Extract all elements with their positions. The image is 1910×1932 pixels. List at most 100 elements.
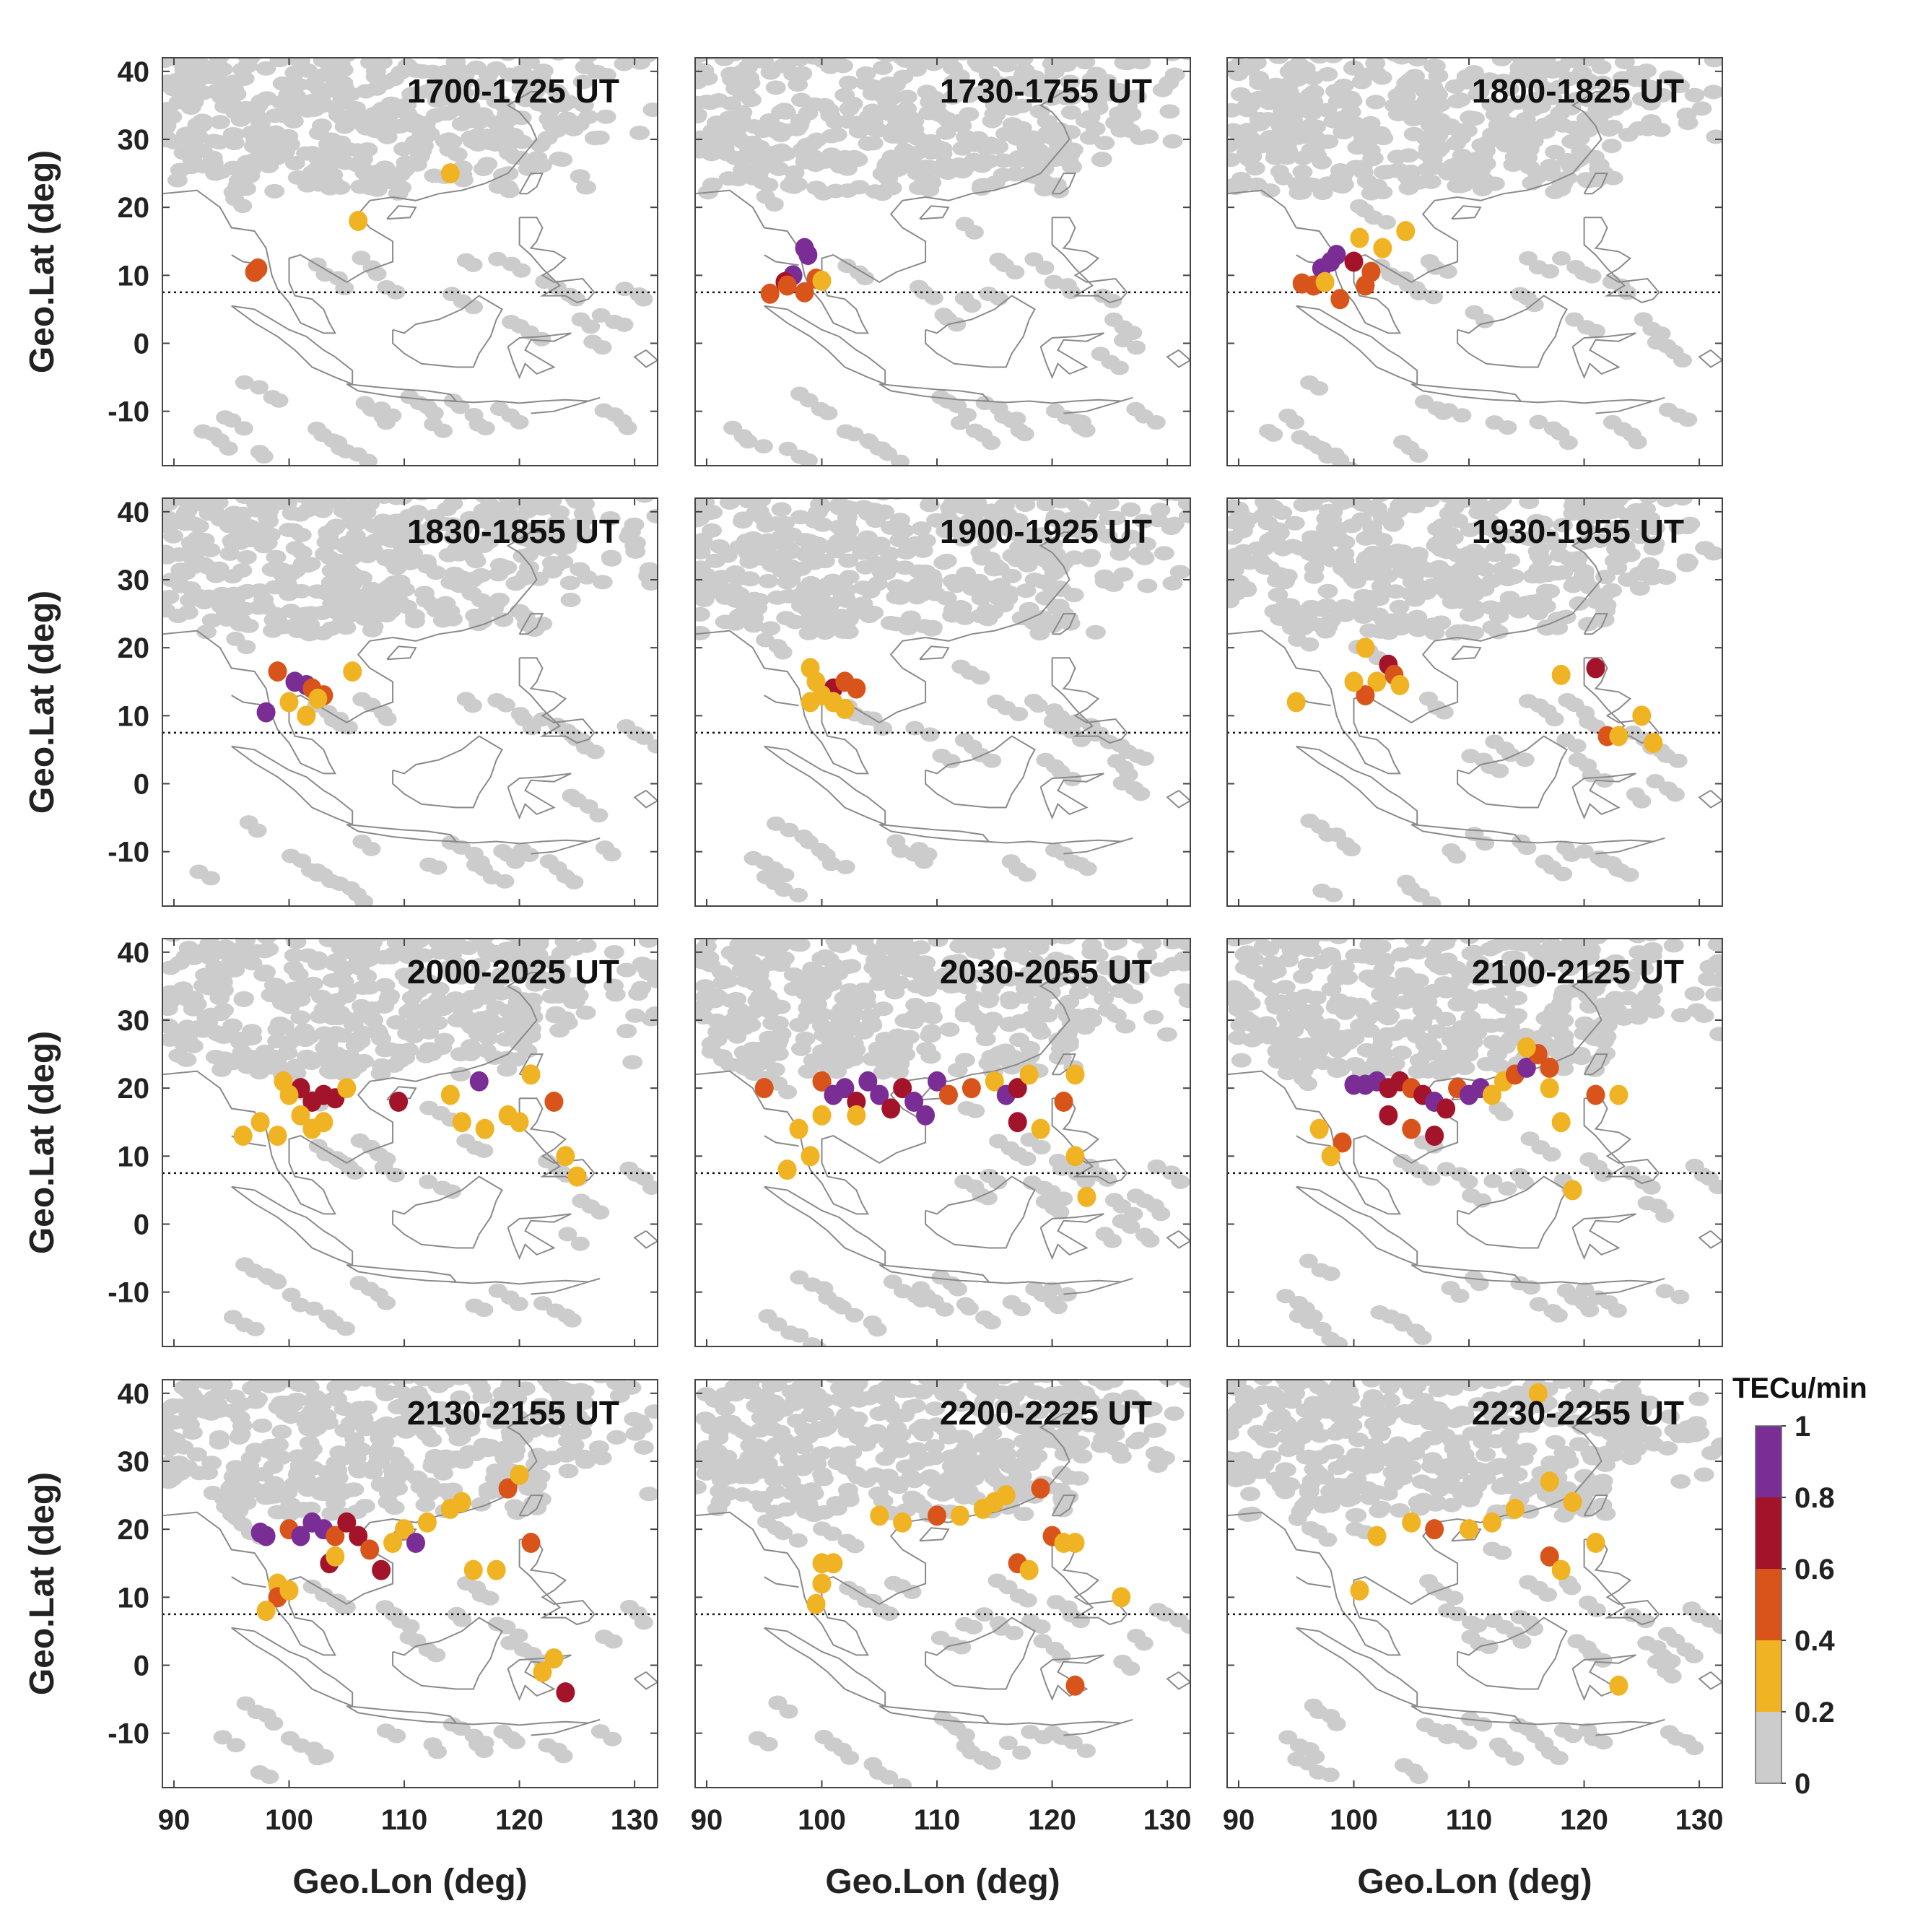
low-value-point (463, 698, 483, 713)
roti-point (1077, 1186, 1096, 1207)
coastline (162, 972, 658, 1295)
low-value-point (1146, 415, 1166, 430)
low-value-point (499, 146, 520, 161)
low-value-point (1409, 448, 1429, 463)
low-value-point (1029, 698, 1048, 713)
low-value-point (452, 538, 473, 553)
low-value-point (1109, 58, 1119, 59)
low-value-point (551, 541, 572, 556)
roti-point (754, 1078, 774, 1099)
low-value-point (1372, 532, 1393, 547)
low-value-point (1343, 563, 1364, 578)
low-value-point (1120, 502, 1141, 517)
low-value-point (311, 118, 332, 134)
low-value-point (1672, 498, 1693, 506)
low-value-point (1366, 1053, 1387, 1069)
low-value-point (1351, 74, 1372, 90)
low-value-point (1631, 92, 1652, 107)
low-value-point (286, 1027, 307, 1043)
low-value-point (1586, 1032, 1607, 1047)
low-value-point (235, 375, 254, 390)
low-value-point (365, 64, 386, 79)
low-value-point (1404, 939, 1425, 947)
low-value-point (1547, 566, 1568, 581)
low-value-point (980, 982, 1001, 997)
low-value-point (564, 941, 585, 956)
low-value-point (212, 62, 233, 77)
low-value-point (914, 973, 935, 988)
roti-point (916, 1105, 936, 1126)
roti-point (268, 661, 287, 682)
low-value-point (222, 126, 243, 142)
low-value-point (416, 1427, 437, 1442)
low-value-point (1253, 978, 1274, 993)
low-value-point (592, 575, 613, 590)
low-value-point (1585, 971, 1606, 986)
low-value-point (429, 981, 450, 996)
roti-points (754, 1064, 1096, 1207)
low-value-point (1082, 1013, 1103, 1028)
low-value-point (396, 97, 417, 112)
low-value-point (1049, 138, 1070, 153)
low-value-point (808, 505, 829, 520)
low-value-point (1656, 498, 1677, 508)
low-value-point (1169, 565, 1190, 580)
panel-title: 1830-1855 UT (407, 513, 619, 550)
low-value-point (1328, 939, 1349, 944)
low-value-point (1498, 420, 1517, 435)
low-value-point (1594, 1167, 1613, 1182)
low-value-point (551, 985, 572, 1000)
low-value-point (1576, 522, 1597, 537)
low-value-point (448, 960, 469, 975)
low-value-point (1015, 427, 1034, 442)
low-value-point (241, 125, 262, 140)
low-value-point (1012, 98, 1033, 113)
low-value-point (371, 1058, 392, 1073)
low-value-point (405, 965, 426, 980)
roti-point (308, 688, 328, 709)
roti-point (440, 163, 460, 184)
low-value-point (183, 125, 204, 140)
low-value-point (493, 612, 514, 627)
low-value-point (289, 622, 310, 638)
low-value-point (372, 1380, 381, 1381)
low-value-point (528, 925, 548, 939)
low-value-point (1527, 544, 1548, 559)
low-value-point (790, 113, 811, 129)
low-value-point (182, 991, 203, 1006)
low-value-point (309, 82, 330, 97)
low-value-point (1391, 947, 1412, 962)
low-value-point (978, 993, 999, 1009)
low-value-point (305, 1301, 324, 1316)
low-value-point (625, 544, 646, 559)
low-value-point (1559, 962, 1580, 977)
low-value-point (1452, 408, 1472, 423)
roti-point (1632, 705, 1652, 726)
roti-point (938, 1084, 958, 1105)
low-value-point (1665, 787, 1685, 802)
low-value-point (523, 967, 544, 983)
low-value-point (982, 1011, 1003, 1027)
low-value-point (1129, 969, 1150, 984)
low-value-point (315, 1040, 336, 1056)
low-value-point (341, 944, 362, 960)
low-value-point (760, 621, 781, 636)
low-value-point (1431, 961, 1452, 976)
low-value-point (1620, 970, 1641, 985)
low-value-point (838, 612, 859, 627)
low-value-point (953, 532, 974, 547)
low-value-point (764, 498, 771, 499)
roti-point (1482, 1084, 1501, 1105)
low-value-point (1515, 1175, 1535, 1191)
roti-point (1330, 289, 1350, 310)
roti-points (233, 1064, 587, 1187)
low-value-point (170, 562, 191, 578)
low-value-point (1455, 1061, 1475, 1076)
low-value-point (966, 1103, 985, 1118)
low-value-point (473, 85, 494, 100)
low-value-point (506, 1009, 527, 1024)
low-value-point (629, 125, 650, 140)
low-value-point (890, 590, 911, 605)
low-value-point (1159, 104, 1180, 119)
roti-point (1350, 227, 1369, 248)
